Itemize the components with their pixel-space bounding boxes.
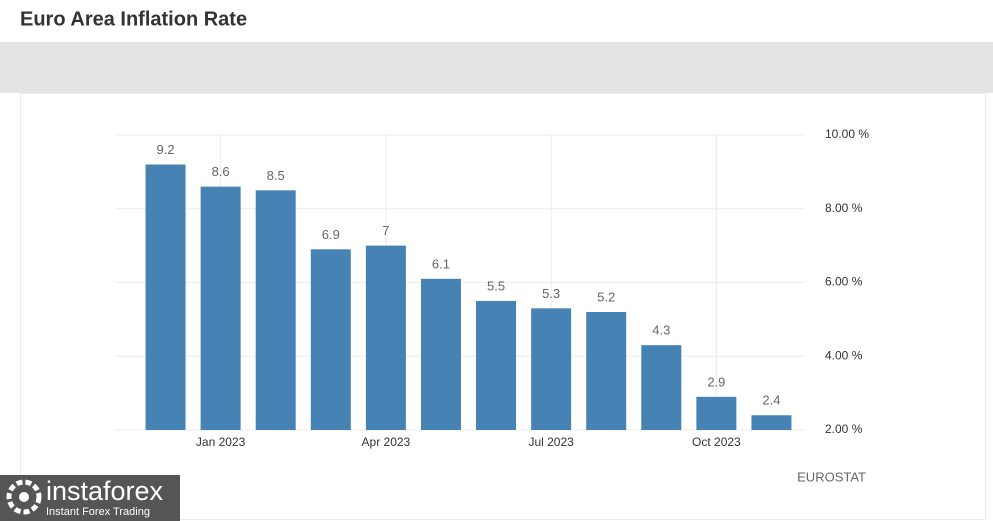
source: EUROSTAT bbox=[797, 469, 866, 484]
y-tick-label: 10.00 % bbox=[825, 127, 869, 141]
x-tick-label: Oct 2023 bbox=[692, 435, 741, 449]
value-label: 5.3 bbox=[542, 286, 560, 301]
value-label: 5.5 bbox=[487, 278, 505, 293]
bar bbox=[365, 245, 406, 430]
bar bbox=[200, 186, 241, 430]
value-label: 8.5 bbox=[267, 168, 285, 183]
bar bbox=[476, 300, 517, 430]
logo-tagline: Instant Forex Trading bbox=[46, 506, 150, 518]
x-tick-label: Jul 2023 bbox=[528, 435, 574, 449]
y-tick-label: 2.00 % bbox=[825, 422, 863, 436]
value-label: 4.3 bbox=[652, 323, 670, 338]
chart-title: Euro Area Inflation Rate bbox=[20, 8, 247, 30]
value-label: 7 bbox=[382, 223, 389, 238]
bar bbox=[641, 345, 682, 430]
value-label: 8.6 bbox=[212, 164, 230, 179]
x-tick-label: Jan 2023 bbox=[196, 435, 246, 449]
value-label: 2.4 bbox=[762, 393, 780, 408]
bar bbox=[255, 190, 296, 430]
bar bbox=[586, 312, 627, 430]
logo-name: instaforex bbox=[46, 476, 164, 506]
y-tick-label: 4.00 % bbox=[825, 348, 863, 362]
header-band bbox=[0, 42, 993, 93]
bar bbox=[310, 249, 351, 430]
logo-icon-core bbox=[19, 492, 29, 502]
value-label: 5.2 bbox=[597, 289, 615, 304]
logo-icon bbox=[6, 479, 42, 515]
value-label: 6.9 bbox=[322, 227, 340, 242]
bar bbox=[751, 415, 792, 430]
bar bbox=[420, 278, 461, 430]
bar bbox=[696, 396, 737, 430]
bar bbox=[145, 164, 186, 430]
chart-frame bbox=[20, 93, 986, 520]
logo: instaforex Instant Forex Trading bbox=[0, 475, 180, 521]
y-tick-label: 6.00 % bbox=[825, 275, 863, 289]
bar bbox=[531, 308, 572, 430]
value-label: 9.2 bbox=[157, 142, 175, 157]
value-label: 6.1 bbox=[432, 256, 450, 271]
value-label: 2.9 bbox=[707, 374, 725, 389]
x-tick-label: Apr 2023 bbox=[362, 435, 411, 449]
y-tick-label: 8.00 % bbox=[825, 201, 863, 215]
